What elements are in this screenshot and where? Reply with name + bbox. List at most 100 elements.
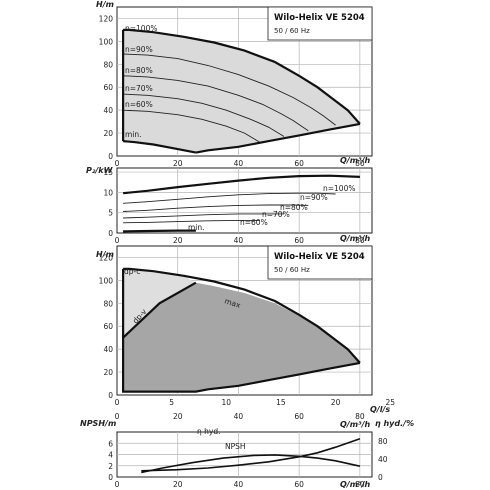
p4-y2-tick-label: 0 [378,473,383,482]
y-axis-label-4: NPSH/m [80,419,116,428]
curve-labels-4: η hyd. NPSH [197,427,246,451]
p3-ls-tick-label: 20 [331,398,341,407]
p3-x-tick-label: 80 [355,412,365,421]
p3-y-tick-label: 120 [99,253,114,262]
panel-control-modes: Wilo-Helix VE 5204 50 / 60 Hz dp-c dp-v … [96,245,396,429]
chart-title-3: Wilo-Helix VE 5204 [274,252,365,262]
p1-y-tick-label: 40 [103,106,113,115]
p1-y-tick-label: 100 [99,37,114,46]
y-axis-label-2: P₂/kW [86,166,114,175]
power-curve-n80 [123,204,309,212]
ticks-1: 0 20 40 60 80 0 20 40 60 80 100 120 [99,14,365,168]
label-dp-c: dp-c [124,267,140,276]
label-p-min: min. [188,223,205,232]
x-axis-label-1: Q/m³/h [340,156,370,165]
curve-eta-hyd [141,454,361,474]
power-curve-n100 [122,174,360,195]
label-n90: n=90% [125,45,153,54]
title-box-1 [267,6,373,41]
p1-x-tick-label: 40 [234,159,244,168]
p1-y-tick-label: 20 [103,129,113,138]
curve-dp-v [122,281,197,339]
p4-y-tick-label: 6 [108,439,113,448]
chart-subtitle-3: 50 / 60 Hz [274,266,310,274]
label-min: min. [125,130,142,139]
p1-y-tick-label: 60 [103,83,113,92]
p3-y-tick-label: 20 [103,368,113,377]
region-dp-v [123,282,360,392]
p3-ls-tick-label: 25 [385,398,395,407]
p1-y-tick-label: 120 [99,14,114,23]
p2-y-tick-label: 0 [108,229,113,238]
label-eta: η hyd. [197,427,220,436]
x-axis-label-3: Q/m³/h [340,420,370,429]
power-curve-n60 [123,219,260,224]
npsh-eta-curves [141,438,361,474]
label-n60: n=60% [125,100,153,109]
p4-x-tick-label: 0 [115,480,120,489]
curve-envelope-bottom [195,122,361,154]
curve-npsh [141,438,361,472]
curve-n60 [123,109,260,143]
title-box-3 [267,245,373,280]
label-p-n80: n=80% [280,203,308,212]
p3-ls-tick-label: 0 [115,398,120,407]
p2-x-tick-label: 0 [115,236,120,245]
p2-x-tick-label: 80 [355,236,365,245]
p2-x-tick-label: 40 [234,236,244,245]
curve-labels-1: n=100% n=90% n=80% n=70% n=60% min. [125,24,157,139]
chart-title-1: Wilo-Helix VE 5204 [274,13,365,23]
p4-y-tick-label: 4 [108,451,113,460]
curve-labels-2: n=100% n=90% n=80% n=70% n=60% min. [188,184,355,232]
p1-x-tick-label: 60 [294,159,304,168]
p4-y-tick-label: 0 [108,473,113,482]
p3-y-tick-label: 60 [103,322,113,331]
p3-x-tick-label: 20 [173,412,183,421]
p4-x-tick-label: 40 [234,480,244,489]
p2-y-tick-label: 15 [103,168,113,177]
label-n70: n=70% [125,84,153,93]
x-axis-label-3-ls: Q/l/s [370,405,390,414]
curve-n70 [123,93,285,137]
y-axis-label-3: H/m [96,250,114,259]
label-p-n60: n=60% [240,218,268,227]
x-axis-label-4: Q/m³/h [340,480,370,489]
p3-ls-tick-label: 10 [222,398,232,407]
p3-ls-tick-label: 5 [169,398,174,407]
p3-y-tick-label: 40 [103,345,113,354]
p2-x-tick-label: 60 [294,236,304,245]
p3-y-tick-label: 80 [103,299,113,308]
p3-y-tick-label: 0 [108,391,113,400]
label-p-n90: n=90% [300,193,328,202]
p1-x-tick-label: 20 [173,159,183,168]
operating-envelope [123,29,360,153]
p4-y2-tick-label: 80 [378,437,388,446]
p3-x-tick-label: 0 [115,412,120,421]
p3-x-tick-label: 60 [294,412,304,421]
p3-x-tick-label: 40 [234,412,244,421]
p1-x-tick-label: 80 [355,159,365,168]
p2-x-tick-label: 20 [173,236,183,245]
p1-y-tick-label: 80 [103,60,113,69]
speed-curves [122,28,361,154]
p4-x-tick-label: 20 [173,480,183,489]
curve-n90 [123,53,336,126]
power-curves [122,174,360,233]
panel-power-curves: n=100% n=90% n=80% n=70% n=60% min. 0 20 4… [86,166,373,245]
p1-y-tick-label: 0 [108,152,113,161]
p4-y2-tick-label: 40 [378,455,388,464]
curve-n100 [123,28,361,125]
grid-2 [117,168,372,233]
curve-min [123,140,197,154]
curve-max [123,267,361,364]
p2-y-tick-label: 5 [108,209,113,218]
label-n100: n=100% [125,24,157,33]
label-p-n70: n=70% [262,210,290,219]
p1-x-tick-label: 0 [115,159,120,168]
ticks-3: 0 20 40 60 80 0 5 10 15 20 25 0 20 40 60 80 100 120 [99,253,396,421]
y-axis-label-1: H/m [96,0,114,9]
label-n80: n=80% [125,66,153,75]
p3-ls-tick-label: 15 [276,398,286,407]
